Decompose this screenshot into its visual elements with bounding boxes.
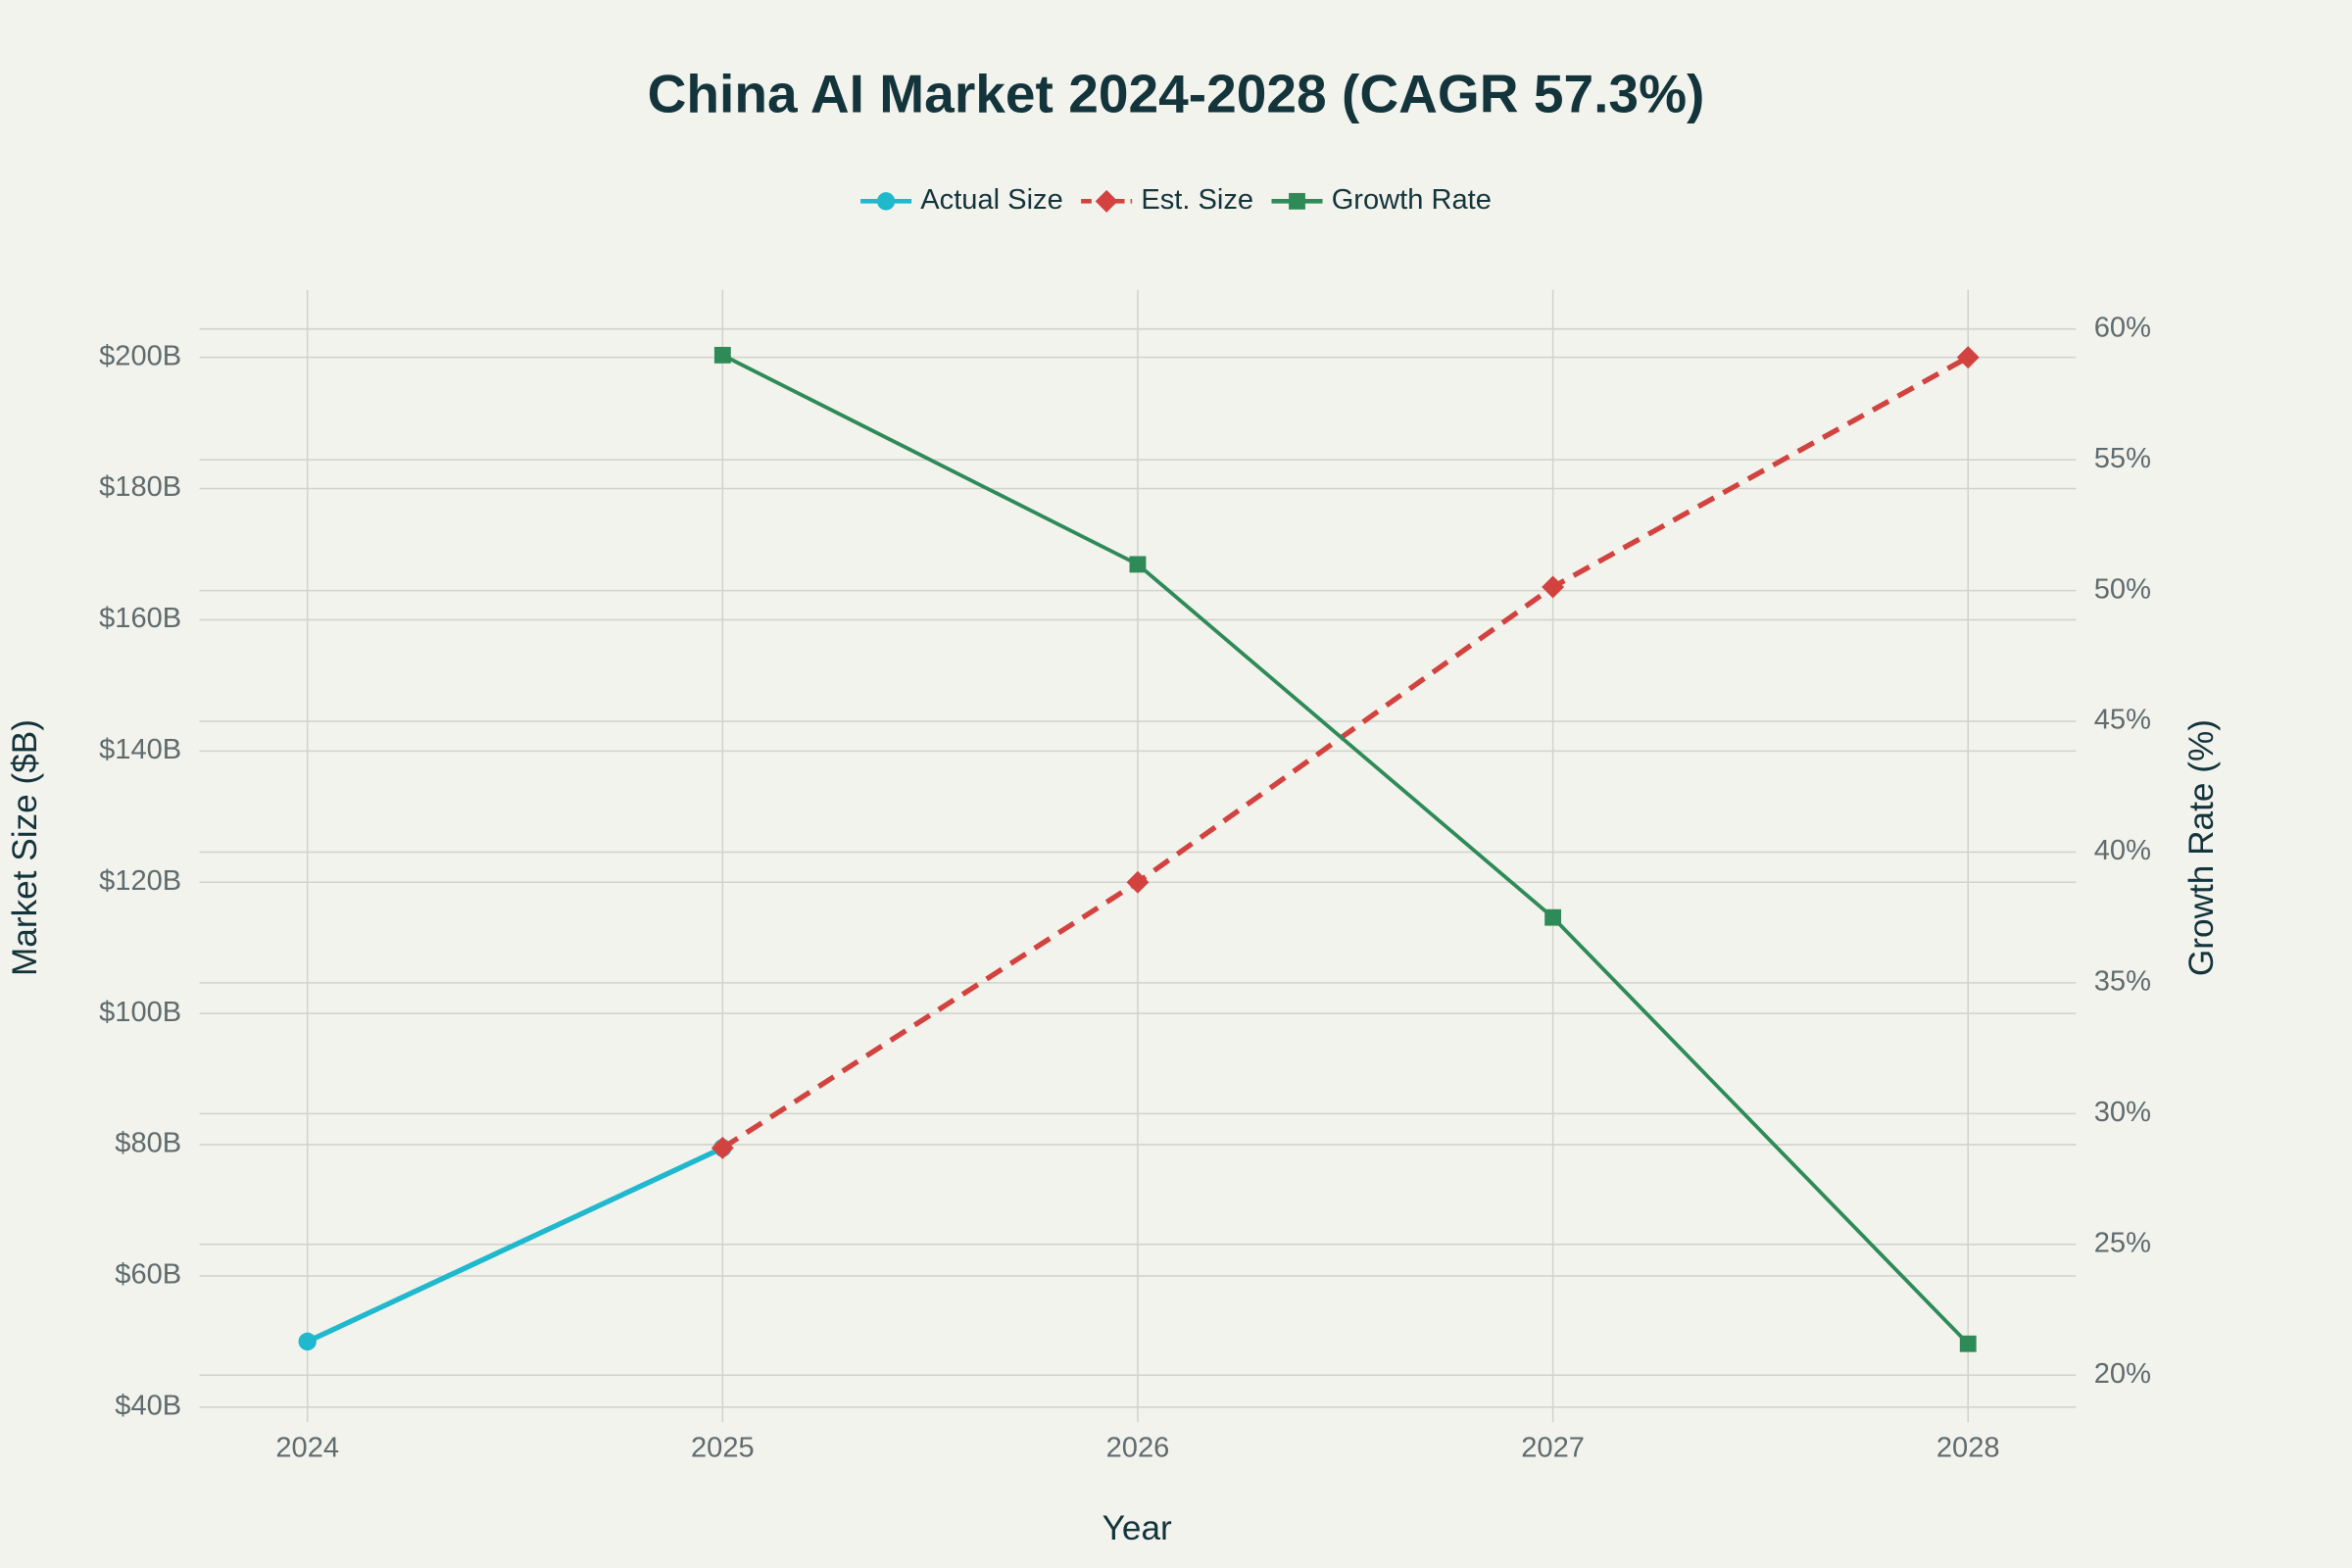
x-tick-label: 2027: [1521, 1433, 1585, 1464]
marker: [713, 346, 731, 364]
y2-tick-label: 40%: [2094, 835, 2151, 866]
y2-tick-label: 25%: [2094, 1227, 2151, 1258]
x-tick-label: 2024: [275, 1433, 339, 1464]
y2-tick-label: 35%: [2094, 966, 2151, 998]
marker: [1959, 1335, 1977, 1352]
y2-tick-label: 50%: [2094, 573, 2151, 605]
marker: [298, 1332, 317, 1351]
legend-label: Growth Rate: [1332, 184, 1492, 216]
y-tick-label: $140B: [99, 734, 181, 765]
y2-tick-label: 45%: [2094, 705, 2151, 736]
grid: [199, 289, 2077, 1423]
y-tick-label: $120B: [99, 865, 181, 897]
marker: [1542, 575, 1565, 599]
legend-marker: [876, 192, 896, 211]
series-line: [306, 1145, 724, 1345]
y-tick-label: $200B: [99, 340, 181, 371]
y-tick-label: $100B: [99, 997, 181, 1028]
y-tick-label: $80B: [115, 1128, 181, 1159]
y2-tick-label: 30%: [2094, 1097, 2151, 1128]
y2-tick-label: 60%: [2094, 312, 2151, 343]
y-tick-label: $160B: [99, 603, 181, 634]
y2-tick-label: 20%: [2094, 1358, 2151, 1390]
legend-label: Actual Size: [920, 184, 1062, 216]
y-tick-label: $180B: [99, 471, 181, 503]
x-tick-label: 2025: [691, 1433, 755, 1464]
series-line: [720, 355, 1970, 1151]
y-tick-label: $60B: [115, 1259, 181, 1291]
legend: Actual Size Est. Size Growth Rate: [860, 184, 1492, 216]
legend-label: Est. Size: [1141, 184, 1253, 216]
x-tick-label: 2026: [1106, 1433, 1170, 1464]
chart-title: China AI Market 2024-2028 (CAGR 57.3%): [648, 63, 1705, 123]
marker: [1129, 556, 1147, 573]
y2-axis-title: Growth Rate (%): [2182, 719, 2221, 976]
y2-tick-label: 55%: [2094, 443, 2151, 474]
series-line: [721, 353, 1970, 1346]
marker: [1544, 908, 1562, 926]
x-axis-title: Year: [1102, 1509, 1172, 1547]
marker: [710, 1136, 734, 1159]
y-axis-title: Market Size ($B): [6, 719, 44, 976]
x-tick-label: 2028: [1936, 1433, 2000, 1464]
y-tick-label: $40B: [115, 1391, 181, 1422]
legend-marker: [1289, 192, 1305, 210]
legend-marker: [1095, 189, 1118, 213]
